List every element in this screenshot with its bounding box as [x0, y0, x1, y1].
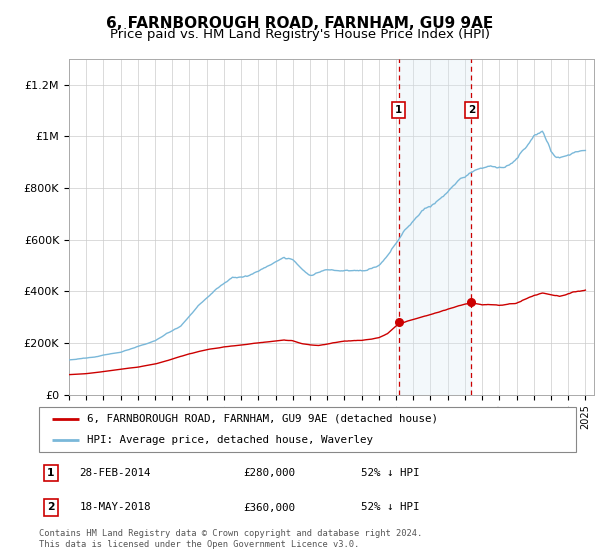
Bar: [399, 59, 472, 395]
Text: £360,000: £360,000: [243, 502, 295, 512]
Text: 6, FARNBOROUGH ROAD, FARNHAM, GU9 9AE: 6, FARNBOROUGH ROAD, FARNHAM, GU9 9AE: [106, 16, 494, 31]
Text: 1: 1: [47, 468, 55, 478]
Text: HPI: Average price, detached house, Waverley: HPI: Average price, detached house, Wave…: [88, 435, 373, 445]
FancyBboxPatch shape: [39, 407, 576, 452]
Text: Price paid vs. HM Land Registry's House Price Index (HPI): Price paid vs. HM Land Registry's House …: [110, 28, 490, 41]
Text: 18-MAY-2018: 18-MAY-2018: [79, 502, 151, 512]
Text: £280,000: £280,000: [243, 468, 295, 478]
Text: 52% ↓ HPI: 52% ↓ HPI: [361, 502, 420, 512]
Text: 28-FEB-2014: 28-FEB-2014: [79, 468, 151, 478]
Text: 1: 1: [395, 105, 403, 115]
Text: 52% ↓ HPI: 52% ↓ HPI: [361, 468, 420, 478]
Text: Contains HM Land Registry data © Crown copyright and database right 2024.
This d: Contains HM Land Registry data © Crown c…: [39, 529, 422, 549]
Text: 6, FARNBOROUGH ROAD, FARNHAM, GU9 9AE (detached house): 6, FARNBOROUGH ROAD, FARNHAM, GU9 9AE (d…: [88, 414, 439, 424]
Text: 2: 2: [468, 105, 475, 115]
Text: 2: 2: [47, 502, 55, 512]
